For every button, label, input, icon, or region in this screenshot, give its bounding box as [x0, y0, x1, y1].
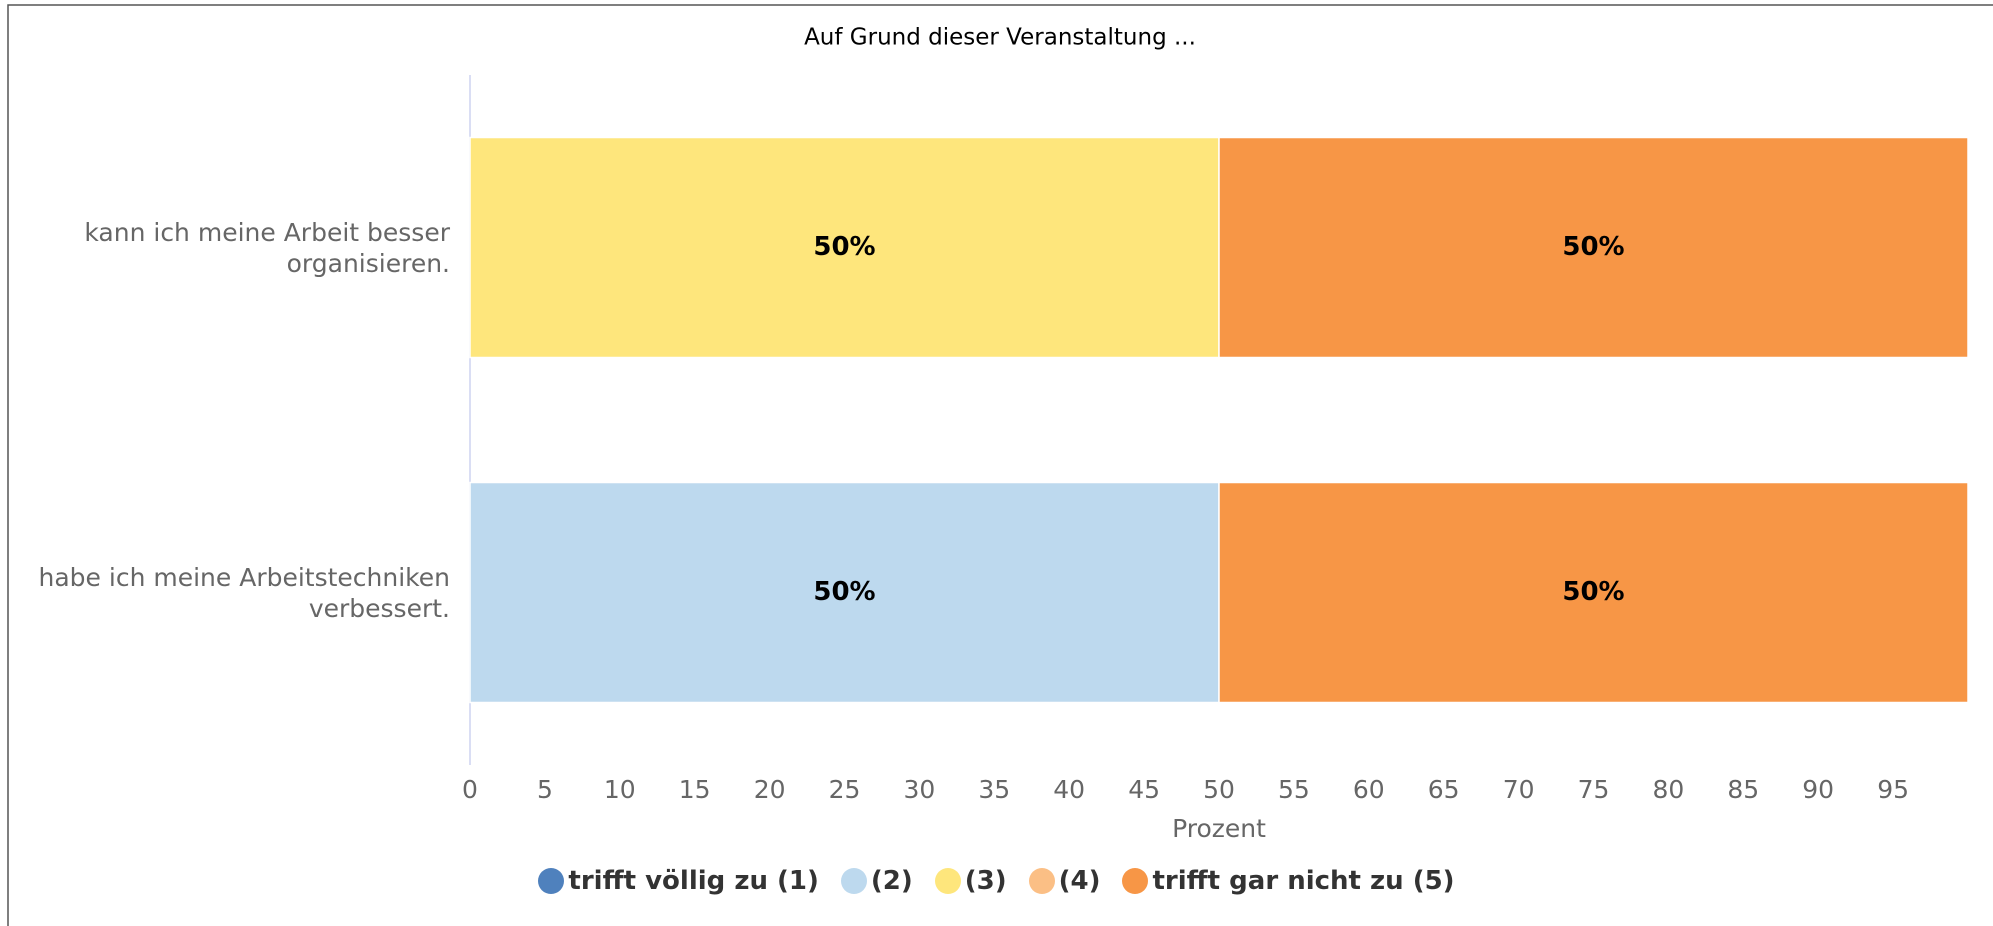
x-tick-label: 75	[1578, 775, 1610, 804]
data-label: 50%	[813, 577, 875, 607]
data-label: 50%	[813, 232, 875, 262]
legend-item: trifft völlig zu (1)	[538, 866, 819, 896]
legend-swatch	[1122, 868, 1149, 894]
x-tick-label: 90	[1802, 775, 1834, 804]
bar-segment	[1218, 481, 1969, 704]
legend-swatch	[934, 868, 961, 894]
x-axis-label: Prozent	[1172, 814, 1266, 843]
x-tick-label: 55	[1278, 775, 1310, 804]
bar-segment	[1218, 136, 1969, 359]
legend-item: (3)	[934, 866, 1007, 896]
data-label: 50%	[1562, 577, 1624, 607]
x-tick-label: 60	[1353, 775, 1385, 804]
x-tick-label: 0	[462, 775, 478, 804]
x-tick-label: 15	[679, 775, 711, 804]
legend-label: (4)	[1058, 866, 1101, 896]
legend-item: (4)	[1028, 866, 1101, 896]
x-tick-label: 5	[537, 775, 553, 804]
x-tick-label: 45	[1128, 775, 1160, 804]
category-label: kann ich meine Arbeit besser organisiere…	[84, 217, 450, 278]
x-tick-label: 85	[1727, 775, 1759, 804]
legend-item: (2)	[840, 866, 913, 896]
legend-label: trifft gar nicht zu (5)	[1152, 866, 1455, 896]
legend-swatch	[538, 868, 565, 894]
legend: trifft völlig zu (1) (2) (3) (4) trifft gar …	[0, 866, 1993, 896]
legend-label: (2)	[870, 866, 913, 896]
legend-item: trifft gar nicht zu (5)	[1122, 866, 1455, 896]
data-label: 50%	[1562, 232, 1624, 262]
x-tick-label: 25	[829, 775, 861, 804]
x-tick-label: 80	[1652, 775, 1684, 804]
legend-label: (3)	[964, 866, 1007, 896]
x-tick-label: 65	[1428, 775, 1460, 804]
x-tick-label: 35	[978, 775, 1010, 804]
x-tick-label: 20	[754, 775, 786, 804]
x-tick-label: 50	[1203, 775, 1235, 804]
category-label: habe ich meine Arbeitstechniken verbesse…	[38, 562, 450, 623]
chart-title: Auf Grund dieser Veranstaltung ...	[804, 25, 1196, 51]
legend-label: trifft völlig zu (1)	[568, 866, 819, 896]
legend-swatch	[840, 868, 867, 894]
x-tick-label: 40	[1053, 775, 1085, 804]
x-tick-label: 95	[1877, 775, 1909, 804]
x-tick-label: 30	[903, 775, 935, 804]
x-tick-label: 10	[604, 775, 636, 804]
legend-swatch	[1028, 868, 1055, 894]
frame	[7, 4, 1993, 926]
x-tick-label: 70	[1503, 775, 1535, 804]
